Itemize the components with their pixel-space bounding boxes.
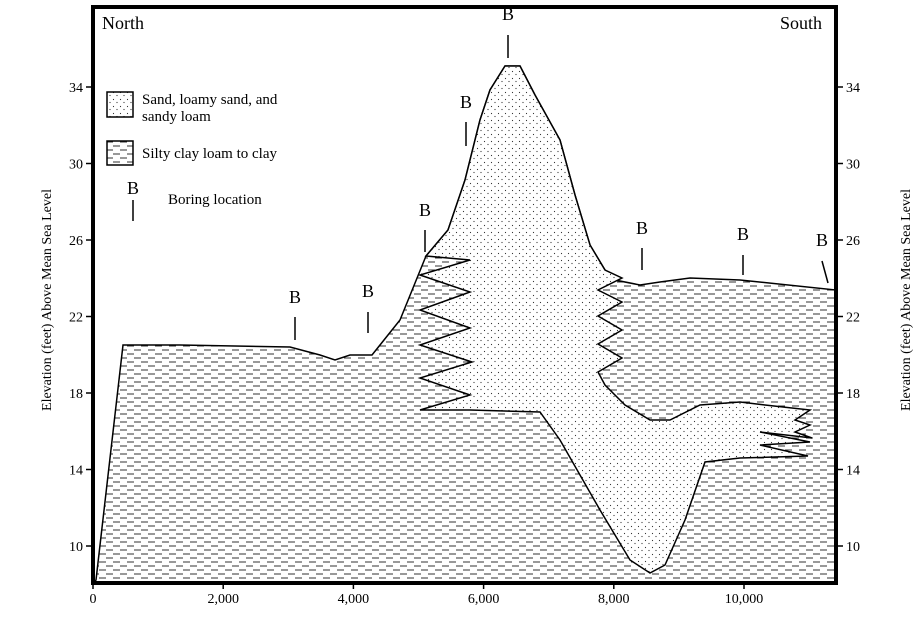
boring-label: B bbox=[460, 92, 472, 112]
cross-section: North South Elevation (feet) Above Mean … bbox=[0, 0, 923, 623]
boring-label: B bbox=[502, 4, 514, 24]
south-label: South bbox=[780, 13, 822, 33]
y-tick-label: 26 bbox=[69, 234, 83, 249]
legend-clay-swatch bbox=[107, 141, 133, 165]
y-tick-label-right: 34 bbox=[846, 81, 860, 96]
y-tick-label-right: 26 bbox=[846, 234, 860, 249]
legend-boring-label: Boring location bbox=[168, 192, 262, 208]
y-tick-label: 22 bbox=[69, 311, 83, 326]
page: {"header": {"left": "North", "right": "S… bbox=[0, 0, 923, 623]
y-tick-label: 34 bbox=[69, 81, 83, 96]
y-axis-label-right: Elevation (feet) Above Mean Sea Level bbox=[899, 189, 914, 411]
y-tick-label-right: 22 bbox=[846, 311, 860, 326]
y-tick-label: 30 bbox=[69, 158, 83, 173]
boring-label: B bbox=[289, 287, 301, 307]
y-tick-label: 18 bbox=[69, 387, 83, 402]
north-label: North bbox=[102, 13, 144, 33]
y-tick-label-right: 30 bbox=[846, 158, 860, 173]
y-tick-label-right: 14 bbox=[846, 464, 860, 479]
legend-clay-label: Silty clay loam to clay bbox=[142, 146, 277, 162]
x-tick-label: 6,000 bbox=[468, 592, 500, 607]
y-tick-label: 10 bbox=[69, 540, 83, 555]
x-tick-label: 10,000 bbox=[725, 592, 764, 607]
y-axis-label: Elevation (feet) Above Mean Sea Level bbox=[40, 189, 55, 411]
boring-line bbox=[822, 261, 828, 283]
legend-sand-label: Sand, loamy sand, and bbox=[142, 92, 278, 108]
legend-sand-swatch bbox=[107, 92, 133, 117]
boring-label: B bbox=[362, 281, 374, 301]
legend-boring-symbol: B bbox=[127, 178, 139, 198]
y-tick-label-right: 10 bbox=[846, 540, 860, 555]
legend-sand-label: sandy loam bbox=[142, 109, 211, 125]
x-tick-label: 0 bbox=[90, 592, 97, 607]
boring-label: B bbox=[419, 200, 431, 220]
y-tick-label-right: 18 bbox=[846, 387, 860, 402]
x-tick-label: 8,000 bbox=[598, 592, 630, 607]
x-tick-label: 4,000 bbox=[338, 592, 370, 607]
x-tick-label: 2,000 bbox=[207, 592, 239, 607]
y-tick-label: 14 bbox=[69, 464, 83, 479]
boring-label: B bbox=[816, 230, 828, 250]
boring-label: B bbox=[737, 224, 749, 244]
boring-label: B bbox=[636, 218, 648, 238]
